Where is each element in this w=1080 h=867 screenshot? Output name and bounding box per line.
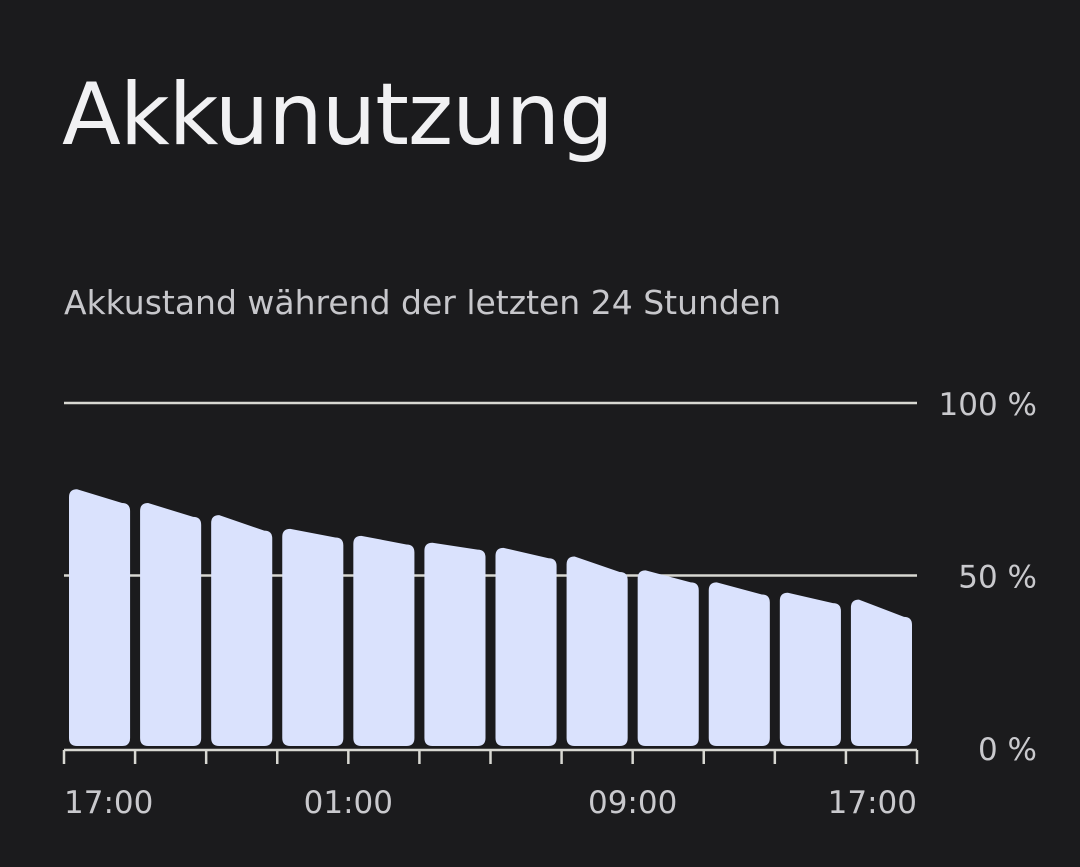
bar-6 [495,547,557,746]
bar-1 [140,503,202,746]
bar-4 [353,535,415,746]
bar-0 [69,489,131,746]
bar-9 [708,582,770,746]
bar-5 [424,542,486,746]
chart-subtitle: Akkustand während der letzten 24 Stunden [64,283,782,322]
bar-10 [779,592,841,746]
bar-11 [850,599,912,746]
bar-3 [282,528,344,746]
y-axis-labels: 100 % 50 % 0 % [939,387,1037,768]
bar-7 [566,556,628,746]
bars [69,489,912,746]
bar-8 [637,570,699,746]
y-tick-label: 0 % [978,732,1037,768]
bar-2 [211,515,273,746]
x-axis-labels: 17:00 01:00 09:00 17:00 [64,785,917,821]
gridlines [64,401,917,577]
y-tick-label: 100 % [939,387,1037,423]
y-tick-label: 50 % [958,560,1037,596]
x-tick-label: 17:00 [64,785,153,821]
page-title: Akkunutzung [62,65,614,165]
x-axis [62,748,919,764]
x-tick-label: 17:00 [828,785,917,821]
x-tick-label: 09:00 [588,785,677,821]
x-tick-label: 01:00 [304,785,393,821]
